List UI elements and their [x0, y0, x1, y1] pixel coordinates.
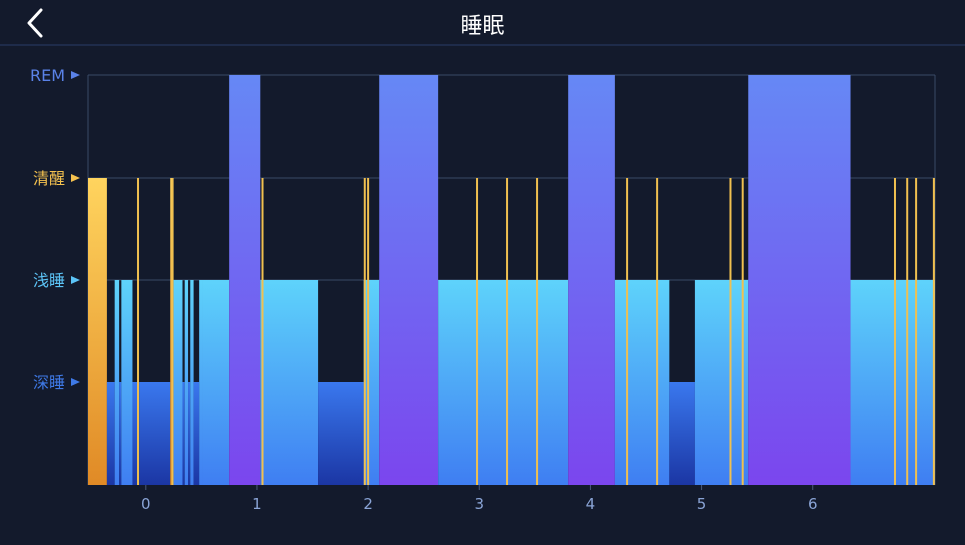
- stage-bar-rem: [568, 75, 615, 485]
- awake-marker: [626, 178, 629, 485]
- stage-bar-deep: [182, 382, 185, 485]
- back-button[interactable]: [22, 6, 52, 40]
- y-label-arrow-icon: [71, 71, 80, 79]
- stage-bar-light: [184, 280, 189, 485]
- awake-marker: [171, 178, 174, 485]
- stage-bar-light: [190, 280, 194, 485]
- x-tick-label: 1: [252, 495, 262, 513]
- stage-bar-light: [363, 280, 380, 485]
- stage-bar-rem: [229, 75, 261, 485]
- y-label: 浅睡: [33, 271, 65, 290]
- y-label: 清醒: [33, 169, 65, 188]
- y-label: REM: [30, 66, 65, 85]
- awake-marker: [906, 178, 909, 485]
- stage-bar-light: [202, 280, 230, 485]
- awake-marker: [137, 178, 140, 485]
- stage-bar-light: [694, 280, 749, 485]
- x-tick-label: 4: [586, 495, 596, 513]
- awake-marker: [932, 178, 935, 485]
- awake-markers: [137, 178, 935, 485]
- x-tick-label: 5: [697, 495, 707, 513]
- stage-bar-light: [199, 280, 203, 485]
- stage-bar-light: [114, 280, 120, 485]
- y-label-arrow-icon: [71, 174, 80, 182]
- stage-bar-deep: [188, 382, 191, 485]
- y-label-arrow-icon: [71, 276, 80, 284]
- awake-marker: [729, 178, 732, 485]
- awake-marker: [741, 178, 744, 485]
- stage-bar-awake: [88, 178, 107, 485]
- awake-marker: [656, 178, 659, 485]
- stage-bar-light: [438, 280, 569, 485]
- stage-bar-deep: [193, 382, 200, 485]
- awake-marker: [893, 178, 896, 485]
- awake-marker: [367, 178, 370, 485]
- awake-marker: [363, 178, 366, 485]
- awake-marker: [506, 178, 509, 485]
- stage-bars: [88, 75, 935, 485]
- stage-bar-deep: [119, 382, 122, 485]
- stage-bar-deep: [132, 382, 140, 485]
- awake-marker: [476, 178, 479, 485]
- stage-bar-light: [173, 280, 183, 485]
- x-tick-label: 2: [363, 495, 373, 513]
- stage-bar-light: [121, 280, 133, 485]
- awake-marker: [915, 178, 918, 485]
- stage-bar-light: [850, 280, 935, 485]
- y-label: 深睡: [33, 373, 65, 392]
- chevron-left-icon: [27, 8, 43, 38]
- stage-bar-deep: [139, 382, 171, 485]
- awake-marker: [261, 178, 264, 485]
- x-tick-label: 3: [474, 495, 484, 513]
- stage-bar-deep: [106, 382, 115, 485]
- stage-bar-rem: [379, 75, 439, 485]
- stage-bar-deep: [669, 382, 695, 485]
- stage-bar-deep: [318, 382, 364, 485]
- stage-bar-rem: [748, 75, 851, 485]
- x-tick-label: 6: [808, 495, 818, 513]
- page-title: 睡眠: [460, 14, 505, 39]
- stage-bar-light: [614, 280, 670, 485]
- stage-bar-light: [260, 280, 319, 485]
- x-tick-label: 0: [141, 495, 151, 513]
- y-label-arrow-icon: [71, 378, 80, 386]
- x-axis-labels: 0 1 2 3 4 5 6: [141, 485, 818, 513]
- header: 睡眠: [0, 0, 965, 46]
- awake-marker: [536, 178, 539, 485]
